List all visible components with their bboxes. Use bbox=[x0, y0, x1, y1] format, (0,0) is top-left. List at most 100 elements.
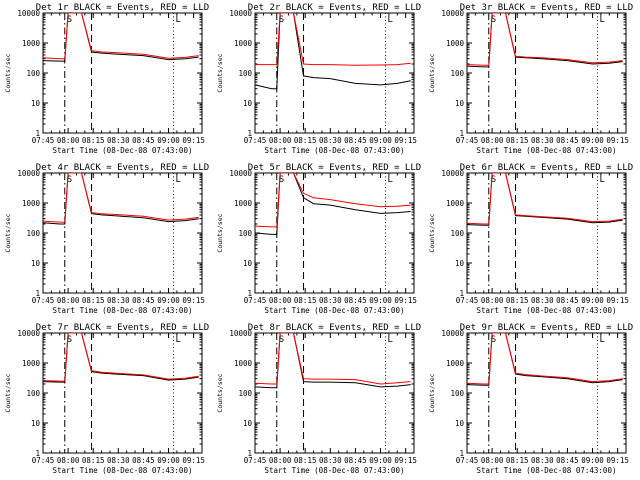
y-tick-label: 10 bbox=[243, 259, 253, 268]
x-tick-label: 08:15 bbox=[294, 296, 317, 305]
x-tick-label: 08:30 bbox=[107, 296, 130, 305]
x-tick-label: 08:15 bbox=[506, 296, 529, 305]
x-axis-label: Start Time (08-Dec-08 07:43:00) bbox=[53, 466, 193, 475]
x-tick-label: 09:00 bbox=[581, 136, 604, 145]
y-axis-label: Counts/sec bbox=[428, 213, 436, 252]
flag-label: S bbox=[279, 335, 284, 345]
x-tick-label: 09:00 bbox=[369, 456, 392, 465]
y-tick-label: 10000 bbox=[229, 9, 252, 18]
flag-label: L bbox=[176, 15, 181, 25]
flag-label: L bbox=[600, 335, 605, 345]
y-tick-label: 100 bbox=[26, 229, 40, 238]
y-tick-label: 10 bbox=[31, 419, 41, 428]
series-events-line bbox=[255, 13, 411, 90]
x-axis-label: Start Time (08-Dec-08 07:43:00) bbox=[53, 146, 193, 155]
x-tick-label: 07:45 bbox=[456, 136, 479, 145]
y-tick-label: 100 bbox=[450, 229, 464, 238]
flag-label: S bbox=[491, 15, 496, 25]
y-tick-label: 100 bbox=[238, 389, 252, 398]
chart-panel-9: Det 9r BLACK = Events, RED = LLD 1 10 100 10… bbox=[428, 323, 633, 475]
y-tick-label: 1000 bbox=[22, 199, 41, 208]
y-tick-label: 10000 bbox=[17, 329, 40, 338]
series-lld-line bbox=[255, 173, 411, 228]
y-tick-label: 10 bbox=[31, 259, 41, 268]
y-tick-label: 1 bbox=[247, 289, 252, 298]
chart-title: Det 1r BLACK = Events, RED = LLD bbox=[36, 3, 209, 13]
y-tick-label: 1 bbox=[35, 289, 40, 298]
x-tick-label: 09:15 bbox=[394, 136, 417, 145]
flag-label: L bbox=[176, 335, 181, 345]
series-events-line bbox=[255, 173, 411, 235]
flag-label: L bbox=[600, 175, 605, 185]
y-tick-label: 1 bbox=[247, 449, 252, 458]
y-tick-label: 1 bbox=[459, 449, 464, 458]
chart-title: Det 8r BLACK = Events, RED = LLD bbox=[248, 323, 421, 333]
chart-title: Det 4r BLACK = Events, RED = LLD bbox=[36, 163, 209, 173]
flag-label: S bbox=[67, 15, 72, 25]
x-tick-label: 07:45 bbox=[456, 456, 479, 465]
x-tick-label: 08:30 bbox=[531, 456, 554, 465]
x-tick-label: 08:00 bbox=[269, 136, 292, 145]
x-axis-label: Start Time (08-Dec-08 07:43:00) bbox=[265, 146, 405, 155]
x-tick-label: 07:45 bbox=[244, 136, 267, 145]
y-tick-label: 1000 bbox=[234, 359, 253, 368]
y-tick-label: 10 bbox=[455, 99, 465, 108]
chart-panel-7: Det 7r BLACK = Events, RED = LLD 1 10 100 10… bbox=[4, 323, 209, 475]
x-tick-label: 09:15 bbox=[606, 456, 629, 465]
x-tick-label: 09:00 bbox=[581, 456, 604, 465]
x-tick-label: 08:30 bbox=[319, 456, 342, 465]
y-tick-label: 100 bbox=[238, 229, 252, 238]
x-tick-label: 09:15 bbox=[394, 296, 417, 305]
flag-label: L bbox=[388, 335, 393, 345]
x-tick-label: 07:45 bbox=[32, 296, 55, 305]
x-tick-label: 08:45 bbox=[556, 296, 579, 305]
y-tick-label: 10000 bbox=[229, 329, 252, 338]
x-tick-label: 08:30 bbox=[319, 136, 342, 145]
x-axis-label: Start Time (08-Dec-08 07:43:00) bbox=[477, 306, 617, 315]
x-tick-label: 08:45 bbox=[344, 296, 367, 305]
x-tick-label: 07:45 bbox=[32, 456, 55, 465]
y-tick-label: 10000 bbox=[441, 169, 464, 178]
y-tick-label: 100 bbox=[450, 389, 464, 398]
flag-label: S bbox=[491, 335, 496, 345]
x-tick-label: 09:00 bbox=[369, 136, 392, 145]
chart-title: Det 9r BLACK = Events, RED = LLD bbox=[460, 323, 633, 333]
x-tick-label: 09:00 bbox=[369, 296, 392, 305]
x-tick-label: 08:45 bbox=[556, 456, 579, 465]
y-tick-label: 100 bbox=[450, 69, 464, 78]
series-events-line bbox=[467, 333, 623, 386]
y-tick-label: 1 bbox=[459, 289, 464, 298]
x-tick-label: 08:45 bbox=[132, 296, 155, 305]
x-tick-label: 08:00 bbox=[481, 456, 504, 465]
y-tick-label: 10 bbox=[455, 419, 465, 428]
x-tick-label: 08:15 bbox=[294, 136, 317, 145]
x-tick-label: 08:30 bbox=[107, 136, 130, 145]
chart-title: Det 7r BLACK = Events, RED = LLD bbox=[36, 323, 209, 333]
series-lld-line bbox=[467, 333, 623, 385]
y-tick-label: 10 bbox=[31, 99, 41, 108]
x-axis-label: Start Time (08-Dec-08 07:43:00) bbox=[265, 466, 405, 475]
y-axis-label: Counts/sec bbox=[4, 53, 12, 92]
x-tick-label: 08:00 bbox=[57, 136, 80, 145]
series-events-line bbox=[43, 333, 199, 383]
x-tick-label: 09:15 bbox=[182, 136, 205, 145]
series-lld-line bbox=[255, 333, 411, 385]
flag-label: L bbox=[388, 175, 393, 185]
x-tick-label: 08:45 bbox=[132, 136, 155, 145]
y-tick-label: 100 bbox=[26, 389, 40, 398]
x-tick-label: 09:15 bbox=[394, 456, 417, 465]
series-lld-line bbox=[43, 173, 199, 223]
series-lld-line bbox=[467, 173, 623, 225]
x-tick-label: 08:15 bbox=[82, 136, 105, 145]
flag-label: L bbox=[176, 175, 181, 185]
flag-label: S bbox=[279, 175, 284, 185]
x-tick-label: 07:45 bbox=[244, 296, 267, 305]
x-tick-label: 08:30 bbox=[531, 136, 554, 145]
y-axis-label: Counts/sec bbox=[428, 373, 436, 412]
series-events-line bbox=[43, 13, 199, 62]
y-tick-label: 100 bbox=[238, 69, 252, 78]
y-axis-label: Counts/sec bbox=[4, 213, 12, 252]
y-tick-label: 1000 bbox=[22, 359, 41, 368]
series-events-line bbox=[467, 13, 623, 68]
